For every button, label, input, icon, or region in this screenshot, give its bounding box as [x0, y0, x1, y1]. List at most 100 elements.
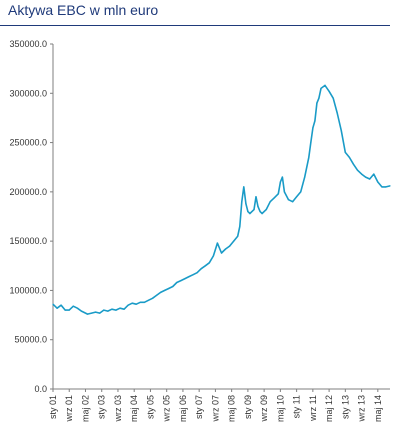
data-point — [255, 196, 257, 198]
data-point — [292, 201, 294, 203]
data-point — [253, 209, 255, 211]
data-point — [233, 240, 235, 242]
data-point — [99, 312, 101, 314]
x-tick-label: sty 05 — [145, 395, 155, 419]
data-point — [131, 302, 133, 304]
data-point — [103, 309, 105, 311]
data-point — [352, 163, 355, 165]
data-point — [143, 301, 145, 303]
y-tick-label: 300000.0 — [9, 88, 47, 98]
data-point — [184, 278, 186, 280]
data-point — [308, 156, 310, 158]
data-point — [279, 181, 281, 183]
x-tick-label: maj 04 — [129, 395, 139, 422]
data-point — [237, 235, 239, 237]
y-tick-label: 100000.0 — [9, 285, 47, 295]
data-point — [86, 313, 89, 315]
data-point — [115, 309, 117, 311]
y-tick-label: 350000.0 — [9, 39, 47, 49]
x-tick-label: maj 14 — [373, 395, 383, 422]
data-point — [82, 311, 85, 313]
data-point — [95, 311, 97, 313]
series-layer — [52, 84, 391, 315]
x-tick-label: wrz 13 — [357, 395, 367, 423]
x-tick-label: maj 08 — [227, 395, 237, 422]
data-point — [373, 173, 375, 175]
data-point — [296, 196, 298, 198]
data-point — [277, 193, 279, 195]
data-point — [381, 186, 383, 188]
x-tick-label: sty 03 — [97, 395, 107, 419]
data-point — [328, 90, 330, 92]
data-point — [283, 191, 285, 193]
data-point — [269, 201, 271, 203]
data-point — [225, 248, 227, 250]
data-point — [135, 303, 137, 305]
title-divider — [0, 25, 390, 26]
data-point — [147, 299, 149, 301]
x-tick-label: sty 07 — [194, 395, 204, 419]
data-point — [324, 84, 326, 86]
x-tick-label: sty 01 — [48, 395, 58, 419]
x-tick-label: maj 10 — [275, 395, 285, 422]
x-tick-label: wrz 05 — [162, 395, 172, 423]
x-tick-label: wrz 01 — [64, 395, 74, 423]
data-point — [287, 199, 290, 201]
data-point — [216, 242, 218, 244]
x-tick-label: maj 06 — [178, 395, 188, 422]
data-point — [344, 151, 346, 153]
data-point — [257, 206, 259, 208]
data-point — [314, 120, 316, 122]
x-tick-label: maj 02 — [80, 395, 90, 422]
data-point — [259, 211, 261, 213]
data-point — [320, 87, 322, 89]
data-point — [168, 287, 170, 290]
y-tick-label: 200000.0 — [9, 187, 47, 197]
data-point — [369, 178, 371, 180]
y-axis: 0.0 50000.0 100000.0 150000.0 200000.0 250000… — [9, 39, 54, 394]
data-point — [111, 308, 113, 310]
data-point — [52, 303, 54, 305]
data-point — [155, 294, 158, 296]
data-point — [176, 281, 178, 284]
data-point — [389, 185, 391, 187]
data-point — [243, 186, 245, 188]
data-point — [208, 262, 210, 264]
data-point — [222, 250, 225, 252]
x-axis: sty 01 wrz 01 maj 02 sty 03 wrz 03 maj 04 sty … — [48, 388, 390, 423]
data-point — [72, 305, 74, 307]
data-point — [91, 312, 93, 314]
data-point — [356, 169, 359, 171]
data-point — [127, 304, 129, 306]
data-point — [151, 297, 154, 299]
x-tick-label: sty 13 — [340, 395, 350, 419]
data-point — [180, 280, 182, 282]
data-point — [64, 309, 66, 311]
data-point — [385, 186, 387, 188]
x-tick-label: sty 09 — [243, 395, 253, 419]
data-point — [261, 212, 263, 215]
data-point — [56, 307, 58, 309]
data-point — [123, 308, 125, 310]
data-point — [68, 309, 70, 311]
data-point — [107, 310, 109, 312]
data-point — [300, 191, 302, 193]
data-point — [212, 255, 214, 257]
data-point — [192, 274, 194, 276]
data-point — [76, 307, 78, 309]
data-point — [60, 304, 62, 306]
data-point — [318, 97, 320, 99]
data-point — [365, 176, 367, 178]
data-point — [377, 181, 379, 183]
data-point — [172, 285, 174, 288]
data-point — [304, 176, 306, 178]
series-line — [52, 84, 391, 315]
data-point — [164, 289, 166, 291]
data-point — [332, 97, 334, 99]
x-tick-label: sty 11 — [292, 395, 302, 418]
data-point — [245, 203, 247, 205]
x-tick-label: wrz 07 — [210, 395, 220, 423]
data-point — [273, 197, 275, 199]
y-tick-label: 50000.0 — [14, 335, 47, 345]
